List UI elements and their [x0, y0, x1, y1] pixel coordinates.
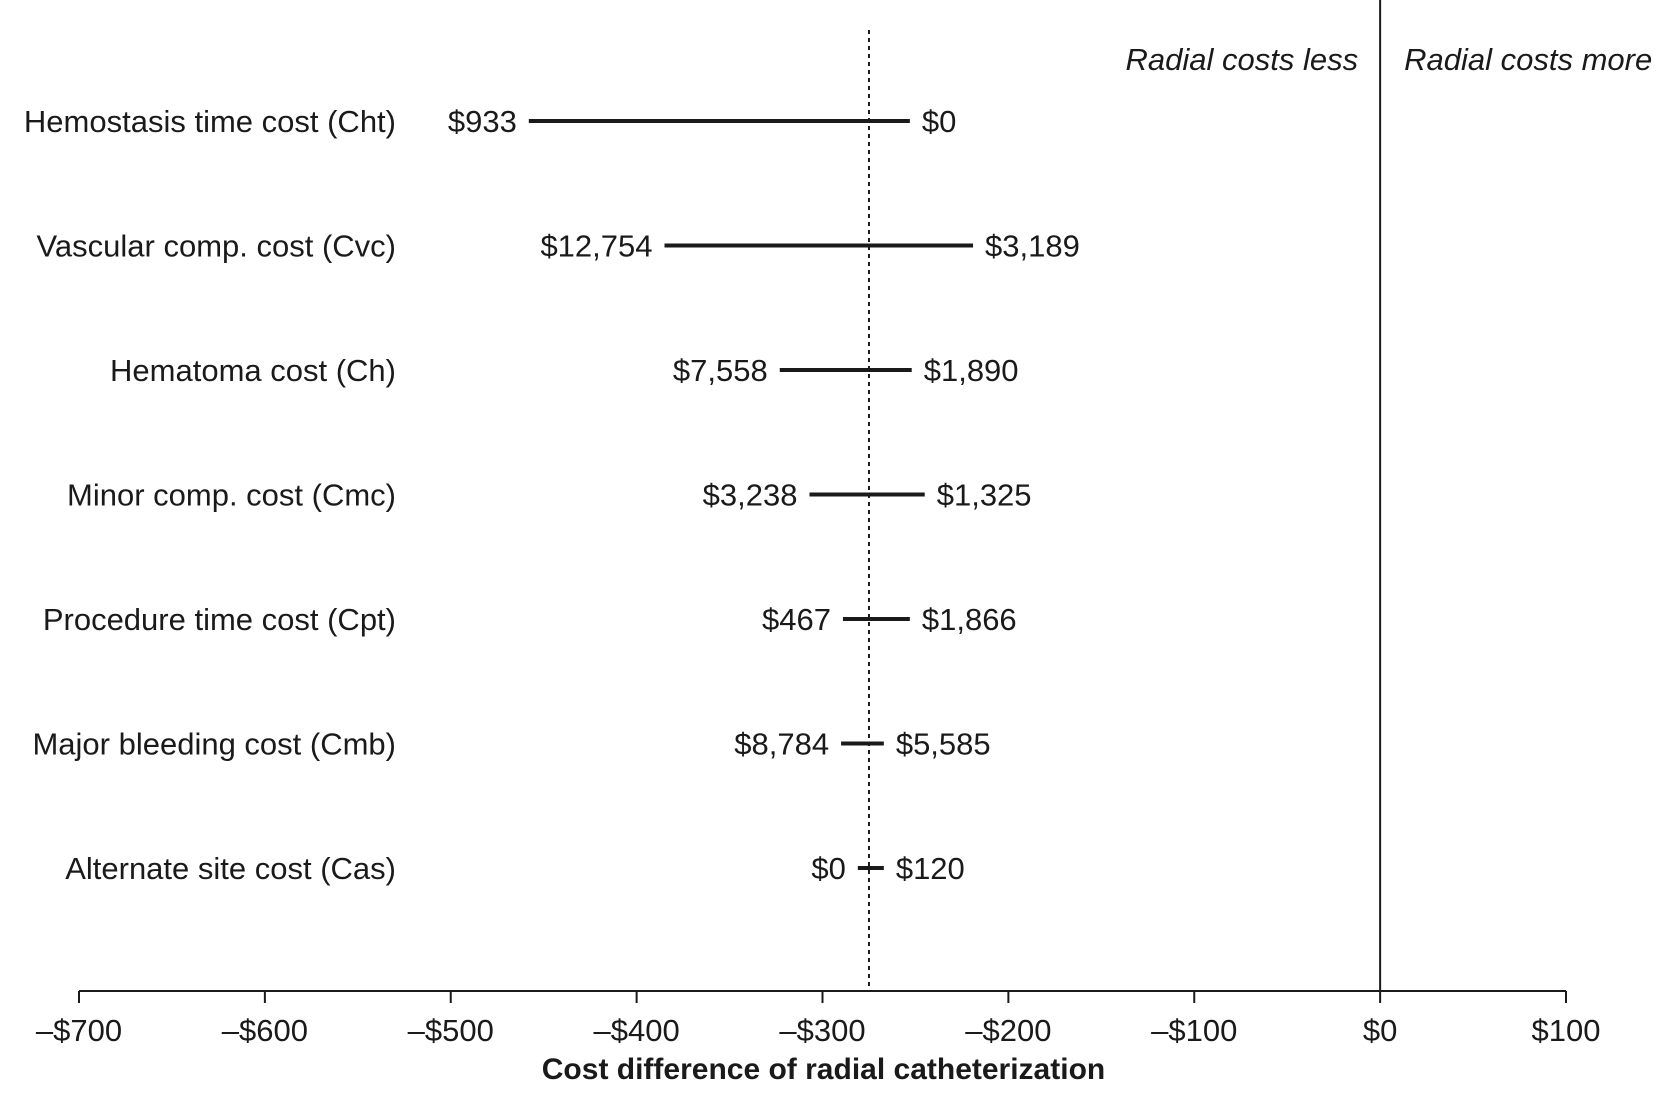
low-value-label: $12,754: [540, 229, 652, 264]
x-tick-label: –$700: [36, 1013, 122, 1048]
x-tick-label: –$400: [594, 1013, 680, 1048]
tornado-row: Hematoma cost (Ch) $7,558 $1,890: [110, 353, 1019, 388]
row-label: Hemostasis time cost (Cht): [24, 104, 396, 139]
low-value-label: $467: [762, 602, 831, 637]
x-axis-ticks: –$700 –$600 –$500 –$400 –$300 –$200 –$100 $0 $10…: [36, 991, 1601, 1048]
x-axis-title: Cost difference of radial catheterizatio…: [542, 1053, 1105, 1086]
tornado-rows: Hemostasis time cost (Cht) $933 $0 Vascular…: [24, 104, 1080, 886]
row-label: Alternate site cost (Cas): [65, 851, 396, 886]
low-value-label: $3,238: [703, 478, 798, 513]
high-value-label: $1,890: [924, 353, 1019, 388]
tornado-row: Vascular comp. cost (Cvc) $12,754 $3,189: [37, 229, 1080, 264]
region-label-more: Radial costs more: [1404, 42, 1652, 77]
x-tick-label: –$500: [408, 1013, 494, 1048]
high-value-label: $1,325: [937, 478, 1032, 513]
row-label: Minor comp. cost (Cmc): [67, 478, 396, 513]
x-tick-label: –$100: [1151, 1013, 1237, 1048]
x-tick-label: –$200: [965, 1013, 1051, 1048]
region-label-less: Radial costs less: [1126, 42, 1359, 77]
high-value-label: $1,866: [922, 602, 1017, 637]
tornado-row: Procedure time cost (Cpt) $467 $1,866: [43, 602, 1017, 637]
x-axis: –$700 –$600 –$500 –$400 –$300 –$200 –$100 $0 $10…: [36, 990, 1601, 1086]
tornado-row: Minor comp. cost (Cmc) $3,238 $1,325: [67, 478, 1032, 513]
high-value-label: $120: [896, 851, 965, 886]
x-tick-label: $100: [1532, 1013, 1601, 1048]
low-value-label: $0: [811, 851, 845, 886]
x-tick-label: $0: [1363, 1013, 1397, 1048]
tornado-row: Major bleeding cost (Cmb) $8,784 $5,585: [32, 727, 990, 762]
low-value-label: $933: [448, 104, 517, 139]
row-label: Vascular comp. cost (Cvc): [37, 229, 396, 264]
x-tick-label: –$300: [779, 1013, 865, 1048]
low-value-label: $7,558: [673, 353, 768, 388]
high-value-label: $0: [922, 104, 956, 139]
row-label: Procedure time cost (Cpt): [43, 602, 396, 637]
x-tick-label: –$600: [222, 1013, 308, 1048]
row-label: Hematoma cost (Ch): [110, 353, 396, 388]
tornado-row: Hemostasis time cost (Cht) $933 $0: [24, 104, 956, 139]
high-value-label: $3,189: [985, 229, 1080, 264]
row-label: Major bleeding cost (Cmb): [32, 727, 396, 762]
reference-lines: Radial costs less Radial costs more: [867, 0, 1652, 991]
tornado-row: Alternate site cost (Cas) $0 $120: [65, 851, 965, 886]
low-value-label: $8,784: [734, 727, 829, 762]
high-value-label: $5,585: [896, 727, 991, 762]
